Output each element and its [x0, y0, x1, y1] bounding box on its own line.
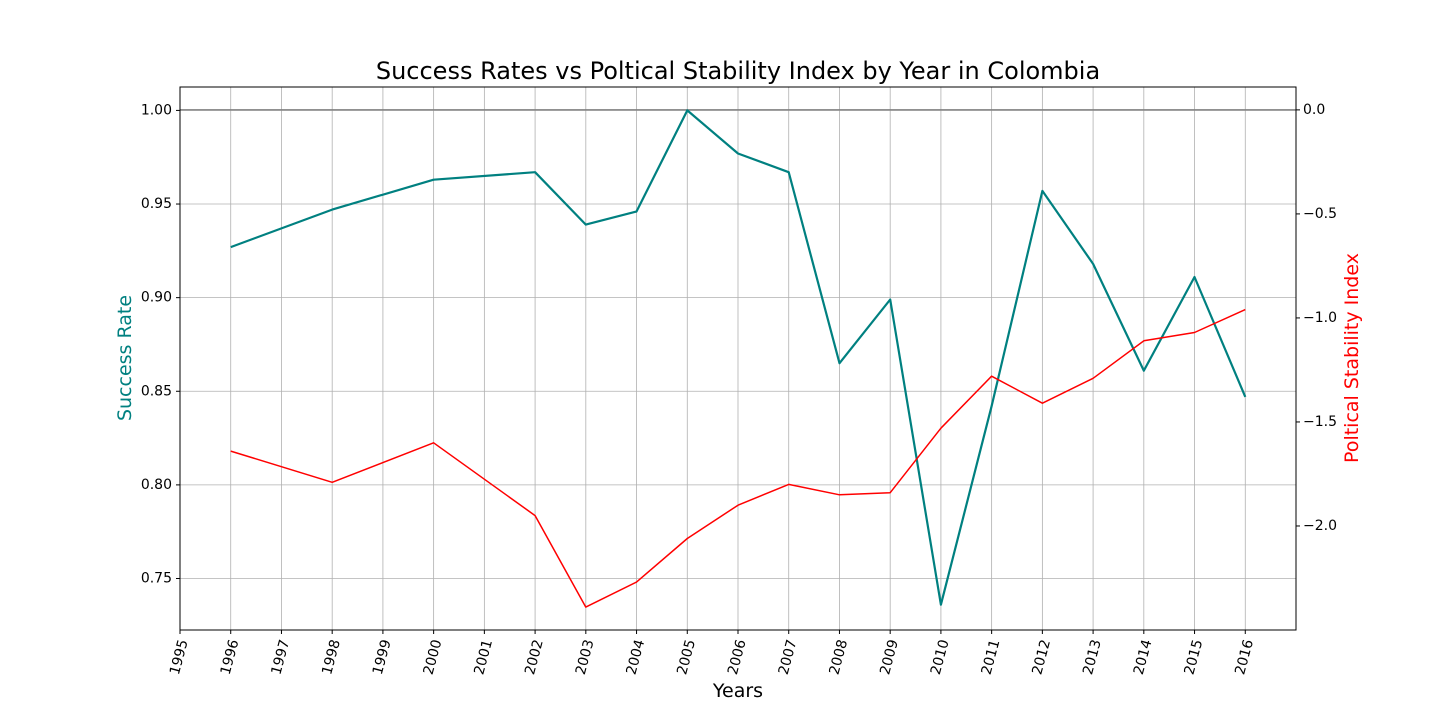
x-tick-label: 2011	[979, 638, 1004, 677]
grid-layer	[179, 87, 1296, 630]
x-axis-title: Years	[712, 680, 763, 702]
x-tick-label: 1997	[269, 638, 294, 677]
chart-title: Success Rates vs Poltical Stability Inde…	[376, 57, 1100, 85]
x-tick-label: 2012	[1029, 638, 1054, 677]
x-tick-label: 2015	[1182, 638, 1207, 677]
y-axis-left-title: Success Rate	[114, 295, 136, 421]
y-right-tick-label: −2.0	[1303, 518, 1337, 534]
x-tick-label: 2005	[674, 638, 699, 677]
x-tick-label: 2003	[573, 638, 598, 677]
x-tick-label: 1998	[319, 638, 344, 677]
axes-layer: 1995 1996 1997 1998 1999 2000 2001 2002 2003 2004…	[141, 102, 1337, 677]
y-left-tick-label: 0.85	[141, 383, 172, 399]
x-tick-label: 1996	[218, 638, 243, 677]
success-rate-line	[230, 109, 1247, 606]
x-tick-label: 2008	[827, 638, 852, 677]
x-tick-label: 2014	[1131, 638, 1156, 677]
x-tick-label: 2016	[1232, 638, 1257, 677]
x-tick-label: 2001	[471, 638, 496, 677]
x-tick-label: 2002	[522, 638, 547, 677]
y-left-tick-label: 1.00	[141, 102, 172, 118]
series-layer	[230, 109, 1247, 608]
y-left-tick-label: 0.75	[141, 571, 172, 587]
y-right-tick-label: −1.5	[1303, 414, 1337, 430]
x-tick-label: 2004	[624, 638, 649, 677]
x-tick-label: 2000	[421, 638, 446, 677]
x-tick-label: 2010	[928, 638, 953, 677]
x-tick-label: 2007	[776, 638, 801, 677]
x-tick-label: 2006	[725, 638, 750, 677]
y-right-tick-label: −1.0	[1303, 310, 1337, 326]
x-tick-label: 1999	[370, 638, 395, 677]
y-left-tick-label: 0.95	[141, 196, 172, 212]
x-tick-label: 2013	[1080, 638, 1105, 677]
y-left-tick-label: 0.90	[141, 290, 172, 306]
x-tick-label: 2009	[877, 638, 902, 677]
y-left-tick-label: 0.80	[141, 477, 172, 493]
y-right-tick-label: 0.0	[1303, 102, 1325, 118]
political-stability-line	[230, 308, 1246, 608]
x-tick-label: 1995	[167, 638, 192, 677]
y-right-tick-label: −0.5	[1303, 206, 1337, 222]
y-axis-right-title: Poltical Stability Index	[1341, 253, 1363, 463]
